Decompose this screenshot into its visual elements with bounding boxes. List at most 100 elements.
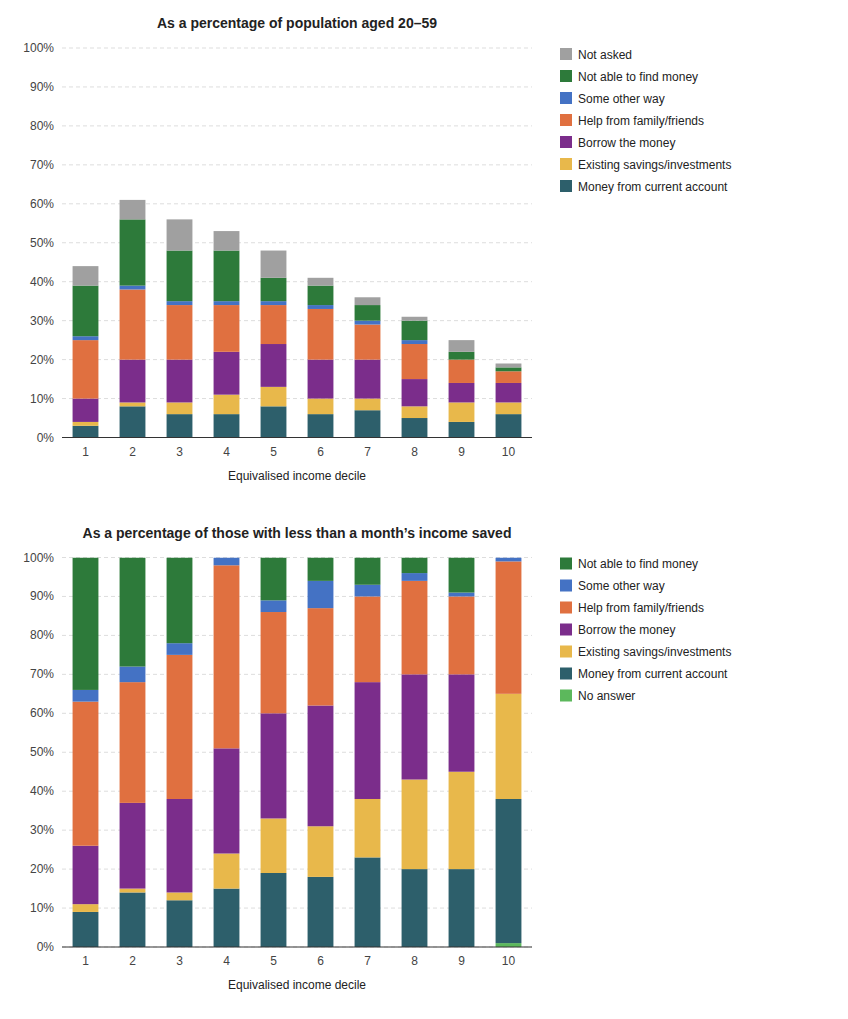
bar-segment (120, 406, 146, 437)
bar-segment (261, 558, 287, 601)
y-tick-label: 40% (30, 784, 54, 798)
x-tick-label: 10 (502, 954, 516, 968)
bars (73, 558, 522, 948)
bar-segment (120, 682, 146, 803)
x-tick-label: 7 (364, 445, 371, 459)
bar-segment (355, 305, 381, 321)
y-tick-label: 90% (30, 589, 54, 603)
x-axis-label: Equivalised income decile (228, 469, 366, 483)
bar-segment (402, 869, 428, 947)
y-tick-label: 30% (30, 823, 54, 837)
bar-segment (120, 200, 146, 219)
bar-segment (167, 219, 193, 250)
legend-label: Help from family/friends (578, 114, 704, 128)
series (73, 558, 475, 690)
bar-segment (214, 251, 240, 302)
legend-label: Borrow the money (578, 623, 675, 637)
bar-segment (496, 402, 522, 414)
legend-label: Money from current account (578, 180, 728, 194)
bar-segment (355, 410, 381, 437)
bar-segment (73, 336, 99, 340)
bar-segment (355, 558, 381, 585)
bar-segment (167, 301, 193, 305)
legend-swatch (560, 646, 572, 658)
bar-segment (261, 818, 287, 873)
bar-segment (167, 251, 193, 302)
legend-swatch (560, 668, 572, 680)
bar-segment (167, 900, 193, 947)
y-tick-label: 0% (37, 431, 55, 445)
bar-segment (214, 558, 240, 559)
bar-segment (261, 305, 287, 344)
x-axis-line (62, 437, 532, 438)
series (73, 286, 428, 344)
grid-line (62, 86, 532, 87)
bar-segment (73, 912, 99, 947)
bar-segment (355, 399, 381, 411)
bar-segment (73, 702, 99, 846)
bar-segment (261, 873, 287, 947)
bar-segment (120, 219, 146, 285)
bars (73, 200, 522, 438)
x-tick-label: 1 (82, 445, 89, 459)
x-tick-label: 8 (411, 954, 418, 968)
legend-label: Not able to find money (578, 557, 698, 571)
grid-line (62, 125, 532, 126)
bar-segment (308, 706, 334, 827)
bar-segment (308, 414, 334, 437)
y-tick-label: 30% (30, 314, 54, 328)
bar-segment (496, 367, 522, 371)
y-tick-label: 90% (30, 80, 54, 94)
bar-segment (496, 943, 522, 947)
y-axis: 0%10%20%30%40%50%60%70%80%90%100% (23, 41, 532, 445)
bar-segment (214, 854, 240, 889)
legend-swatch (560, 136, 572, 148)
bar-segment (496, 383, 522, 402)
legend-swatch (560, 114, 572, 126)
x-tick-label: 5 (270, 445, 277, 459)
bar-segment (308, 286, 334, 305)
chart: As a percentage of those with less than … (23, 525, 731, 993)
x-tick-label: 9 (458, 445, 465, 459)
x-axis-label: Equivalised income decile (228, 978, 366, 992)
bar-segment (167, 643, 193, 655)
bar-segment (402, 581, 428, 674)
bar-segment (402, 780, 428, 870)
y-tick-label: 10% (30, 392, 54, 406)
bar-segment (449, 383, 475, 402)
bar-segment (120, 667, 146, 683)
y-tick-label: 70% (30, 158, 54, 172)
y-tick-label: 60% (30, 197, 54, 211)
y-tick-label: 10% (30, 901, 54, 915)
bar-segment (261, 301, 287, 305)
bar-segment (355, 857, 381, 947)
bar-segment (308, 360, 334, 399)
bar-segment (402, 418, 428, 437)
y-tick-label: 80% (30, 119, 54, 133)
bar-segment (402, 379, 428, 406)
legend-swatch (560, 158, 572, 170)
bar-segment (402, 340, 428, 344)
bar-segment (120, 286, 146, 290)
chart-title: As a percentage of population aged 20–59 (157, 15, 437, 31)
bar-segment (496, 561, 522, 693)
bar-segment (402, 321, 428, 340)
bar-segment (449, 360, 475, 383)
legend-label: Existing savings/investments (578, 645, 731, 659)
y-tick-label: 20% (30, 862, 54, 876)
bar-segment (214, 558, 240, 566)
legend-label: Help from family/friends (578, 601, 704, 615)
bar-segment (261, 600, 287, 612)
legend-swatch (560, 690, 572, 702)
chart-canvas: As a percentage of population aged 20–59… (0, 0, 848, 1019)
bar-segment (261, 406, 287, 437)
legend-label: No answer (578, 689, 635, 703)
bar-segment (261, 612, 287, 713)
series (73, 558, 522, 702)
bar-segment (261, 278, 287, 301)
bar-segment (261, 713, 287, 818)
bar-segment (449, 772, 475, 869)
bar-segment (214, 414, 240, 437)
legend-swatch (560, 580, 572, 592)
bar-segment (167, 655, 193, 799)
